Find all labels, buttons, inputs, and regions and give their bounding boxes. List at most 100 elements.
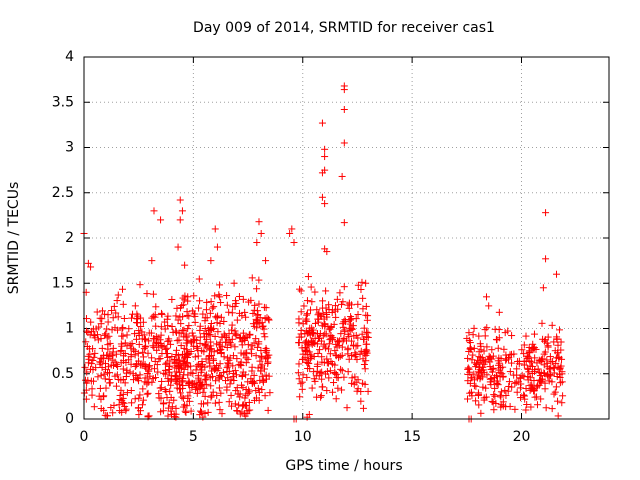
data-point xyxy=(332,395,340,403)
data-point xyxy=(213,314,221,322)
x-tick-label: 15 xyxy=(403,429,421,445)
data-point xyxy=(106,379,114,387)
data-point xyxy=(100,354,108,362)
data-point xyxy=(483,343,491,351)
data-point xyxy=(540,361,548,369)
data-point xyxy=(513,365,521,373)
data-point xyxy=(148,378,156,386)
data-point xyxy=(253,343,261,351)
data-point xyxy=(537,378,545,386)
data-point xyxy=(548,321,556,329)
data-point xyxy=(207,393,215,401)
data-point xyxy=(331,361,339,369)
data-point xyxy=(239,401,247,409)
data-point xyxy=(479,366,487,374)
data-point xyxy=(217,313,225,321)
data-point xyxy=(295,315,303,323)
data-point xyxy=(523,400,531,408)
data-point xyxy=(173,346,181,354)
data-point xyxy=(201,317,209,325)
data-point xyxy=(158,310,166,318)
data-point xyxy=(89,356,97,364)
data-point xyxy=(244,355,252,363)
data-point xyxy=(98,363,106,371)
data-point xyxy=(161,318,169,326)
data-point xyxy=(135,340,143,348)
data-point xyxy=(345,355,353,363)
data-point xyxy=(232,299,240,307)
data-point xyxy=(257,229,265,237)
data-point xyxy=(338,343,346,351)
data-point xyxy=(137,407,145,415)
data-point xyxy=(151,365,159,373)
data-point xyxy=(321,330,329,338)
data-point xyxy=(468,374,476,382)
data-point xyxy=(351,349,359,357)
data-point xyxy=(300,302,308,310)
data-point xyxy=(216,406,224,414)
data-point xyxy=(311,288,319,296)
data-point xyxy=(141,374,149,382)
data-point xyxy=(121,339,129,347)
data-point xyxy=(538,319,546,327)
data-point xyxy=(327,323,335,331)
data-point xyxy=(125,325,133,333)
data-point xyxy=(558,378,566,386)
data-point xyxy=(476,358,484,366)
data-point xyxy=(178,378,186,386)
data-point xyxy=(360,324,368,332)
data-point xyxy=(217,299,225,307)
data-point xyxy=(157,216,165,224)
data-point xyxy=(242,313,250,321)
data-point xyxy=(214,328,222,336)
data-point xyxy=(321,145,329,153)
data-point xyxy=(203,335,211,343)
data-point xyxy=(552,383,560,391)
data-point xyxy=(255,218,263,226)
data-point xyxy=(108,307,116,315)
data-point xyxy=(512,378,520,386)
data-point xyxy=(546,353,554,361)
data-point xyxy=(218,410,226,418)
data-point xyxy=(229,373,237,381)
data-point xyxy=(545,365,553,373)
data-point xyxy=(224,374,232,382)
data-point xyxy=(502,356,510,364)
data-point xyxy=(243,333,251,341)
data-point xyxy=(357,286,365,294)
data-point xyxy=(485,302,493,310)
data-point xyxy=(112,350,120,358)
data-point xyxy=(318,375,326,383)
data-point xyxy=(200,400,208,408)
data-point xyxy=(227,341,235,349)
data-point xyxy=(321,200,329,208)
data-point xyxy=(105,332,113,340)
data-point xyxy=(316,346,324,354)
data-point xyxy=(330,320,338,328)
data-point xyxy=(168,295,176,303)
data-point xyxy=(255,300,263,308)
data-point xyxy=(106,369,114,377)
data-point xyxy=(361,380,369,388)
data-point xyxy=(93,308,101,316)
data-point xyxy=(207,298,215,306)
data-point xyxy=(258,361,266,369)
data-point xyxy=(122,407,130,415)
data-point xyxy=(340,283,348,291)
data-point xyxy=(208,352,216,360)
data-point xyxy=(112,382,120,390)
data-point xyxy=(127,314,135,322)
data-point xyxy=(186,388,194,396)
data-point xyxy=(260,325,268,333)
data-point xyxy=(520,391,528,399)
data-point xyxy=(323,387,331,395)
data-point xyxy=(491,392,499,400)
data-point xyxy=(339,298,347,306)
data-point xyxy=(173,368,181,376)
data-point xyxy=(262,371,270,379)
data-point xyxy=(259,322,267,330)
data-point xyxy=(216,346,224,354)
data-point xyxy=(465,365,473,373)
data-point xyxy=(210,348,218,356)
